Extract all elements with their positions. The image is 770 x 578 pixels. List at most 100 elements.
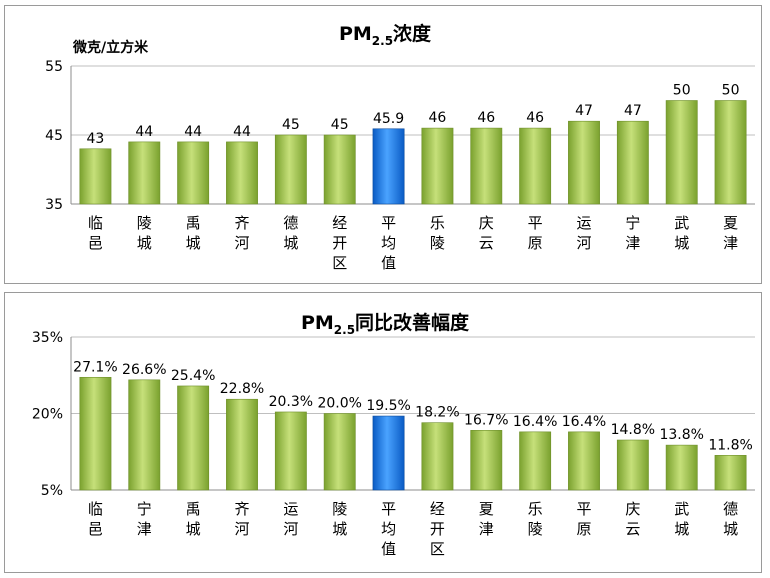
- concentration-data-label: 44: [233, 124, 251, 140]
- improvement-bar: [79, 376, 112, 491]
- improvement-data-label: 16.7%: [464, 412, 508, 428]
- concentration-title-subscript: 2.5: [372, 34, 393, 48]
- improvement-bar: [372, 415, 405, 491]
- improvement-bar: [665, 444, 698, 491]
- concentration-bar: [421, 127, 454, 205]
- improvement-bar: [128, 379, 161, 491]
- concentration-chart-title: PM2.5浓度: [339, 22, 432, 48]
- concentration-category-label: 平原: [528, 214, 543, 252]
- concentration-category-label: 乐陵: [430, 214, 445, 252]
- improvement-bar: [226, 398, 258, 491]
- improvement-category-label: 武城: [674, 500, 689, 538]
- improvement-category-label: 宁津: [137, 500, 152, 538]
- concentration-category-label: 齐河: [234, 214, 249, 252]
- pm25-improvement-chart: PM2.5同比改善幅度 35% 20% 5% 27.1% 临邑 26.6% 宁津 25.4% 禹城…: [32, 311, 755, 558]
- improvement-bar: [177, 385, 210, 491]
- concentration-data-label: 46: [477, 110, 495, 126]
- improvement-bar: [323, 413, 356, 491]
- improvement-data-label: 14.8%: [611, 422, 655, 438]
- improvement-data-label: 25.4%: [171, 368, 215, 384]
- improvement-title-main: PM: [301, 312, 334, 334]
- concentration-y-tick-label: 35: [45, 197, 63, 213]
- concentration-data-label: 45.9: [373, 111, 404, 127]
- concentration-bar: [665, 100, 698, 205]
- improvement-category-label: 陵城: [332, 500, 347, 538]
- concentration-data-label: 43: [87, 131, 105, 147]
- improvement-category-label: 德城: [723, 500, 738, 538]
- improvement-category-label: 庆云: [625, 500, 640, 538]
- concentration-data-label: 50: [722, 83, 740, 99]
- concentration-bar: [470, 127, 503, 205]
- concentration-bar: [226, 141, 258, 205]
- concentration-bar: [128, 141, 161, 205]
- concentration-bar: [372, 128, 405, 205]
- concentration-bar: [519, 127, 552, 205]
- improvement-bar: [568, 431, 600, 491]
- concentration-data-label: 45: [331, 117, 349, 133]
- improvement-data-label: 22.8%: [220, 381, 264, 397]
- improvement-category-label: 夏津: [479, 500, 494, 538]
- pm25-improvement-chart-panel: PM2.5同比改善幅度 35% 20% 5% 27.1% 临邑 26.6% 宁津 25.4% 禹城…: [4, 292, 762, 573]
- concentration-category-label: 德城: [283, 214, 298, 252]
- improvement-bar: [470, 430, 503, 491]
- concentration-bar: [616, 120, 649, 205]
- concentration-data-label: 46: [429, 110, 447, 126]
- improvement-category-label: 经开区: [430, 500, 445, 558]
- improvement-category-label: 禹城: [186, 500, 201, 538]
- concentration-data-label: 44: [135, 124, 153, 140]
- concentration-category-label: 平均值: [381, 214, 396, 272]
- concentration-category-label: 夏津: [723, 214, 738, 252]
- improvement-y-tick-label: 5%: [41, 483, 63, 499]
- concentration-category-label: 临邑: [88, 214, 103, 252]
- improvement-data-label: 16.4%: [562, 414, 606, 430]
- concentration-data-label: 50: [673, 83, 691, 99]
- improvement-data-label: 20.3%: [269, 394, 313, 410]
- improvement-data-label: 13.8%: [659, 427, 703, 443]
- concentration-category-label: 经开区: [332, 214, 347, 272]
- concentration-data-label: 47: [624, 103, 642, 119]
- improvement-bar: [616, 439, 649, 491]
- concentration-bar: [714, 100, 747, 205]
- concentration-title-rest: 浓度: [393, 22, 432, 45]
- improvement-category-label: 平均值: [381, 500, 396, 558]
- improvement-data-label: 19.5%: [366, 398, 410, 414]
- improvement-y-tick-label: 20%: [32, 407, 63, 423]
- improvement-category-label: 临邑: [88, 500, 103, 538]
- improvement-title-subscript: 2.5: [334, 323, 355, 337]
- concentration-bar: [274, 134, 307, 205]
- concentration-data-label: 44: [184, 124, 202, 140]
- improvement-data-label: 16.4%: [513, 414, 557, 430]
- concentration-data-label: 45: [282, 117, 300, 133]
- concentration-data-label: 46: [526, 110, 544, 126]
- concentration-category-label: 禹城: [186, 214, 201, 252]
- concentration-category-label: 武城: [674, 214, 689, 252]
- concentration-category-label: 运河: [576, 214, 591, 252]
- improvement-bar: [519, 431, 552, 491]
- concentration-y-axis-label: 微克/立方米: [72, 39, 149, 56]
- improvement-bar: [274, 411, 307, 491]
- improvement-chart-title: PM2.5同比改善幅度: [301, 311, 470, 337]
- improvement-category-label: 齐河: [234, 500, 249, 538]
- improvement-data-label: 11.8%: [708, 437, 752, 453]
- concentration-category-label: 陵城: [137, 214, 152, 252]
- improvement-data-label: 18.2%: [415, 405, 459, 421]
- concentration-category-label: 庆云: [479, 214, 494, 252]
- improvement-category-label: 乐陵: [528, 500, 543, 538]
- improvement-data-label: 26.6%: [122, 362, 166, 378]
- pm25-concentration-chart-panel: PM2.5浓度微克/立方米 55 45 35 43 临邑 44 陵城 44 禹城 44 齐河 45 德城 4…: [4, 5, 762, 284]
- concentration-bar: [323, 134, 356, 205]
- improvement-bar: [714, 455, 747, 491]
- concentration-data-label: 47: [575, 103, 593, 119]
- concentration-bar: [79, 148, 112, 205]
- improvement-category-label: 平原: [576, 500, 591, 538]
- concentration-y-tick-label: 55: [45, 59, 63, 75]
- concentration-bar: [177, 141, 210, 205]
- improvement-bar: [421, 422, 454, 491]
- concentration-bar: [568, 120, 600, 205]
- improvement-y-tick-label: 35%: [32, 330, 63, 346]
- improvement-data-label: 27.1%: [73, 359, 117, 375]
- improvement-title-rest: 同比改善幅度: [355, 311, 470, 334]
- improvement-data-label: 20.0%: [317, 396, 361, 412]
- concentration-title-main: PM: [339, 23, 372, 45]
